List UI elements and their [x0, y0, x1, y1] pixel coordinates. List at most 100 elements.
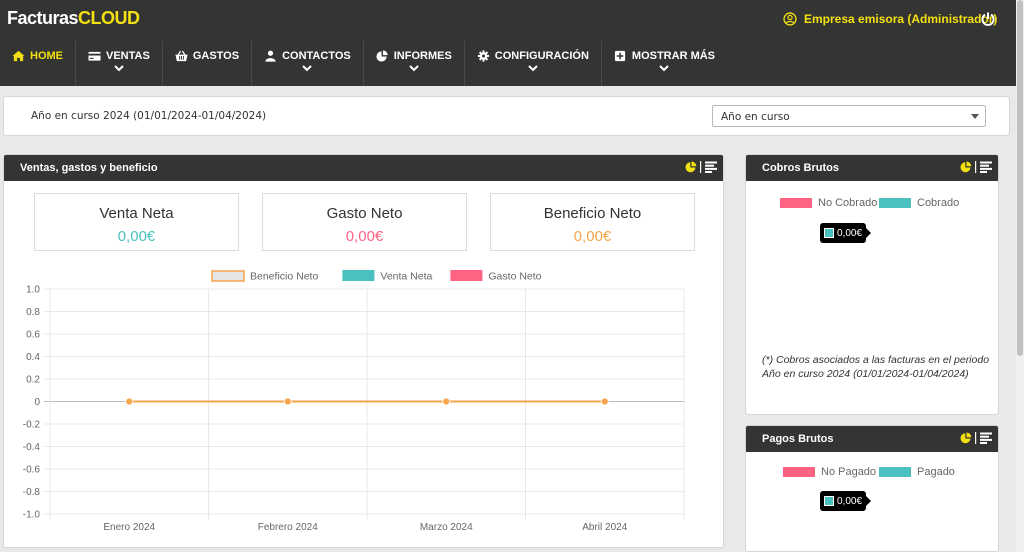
- nav-gastos[interactable]: GASTOS: [163, 41, 253, 86]
- line-chart: Beneficio Neto Venta Neta Gasto Neto 1.0 0.8…: [23, 270, 685, 533]
- period-select[interactable]: Año en curso: [712, 105, 986, 127]
- gear-icon: [477, 50, 489, 62]
- top-header: FacturasCLOUD Empresa emisora (Administr…: [0, 0, 1016, 86]
- logo-text-facturas: Facturas: [7, 8, 79, 28]
- period-text: Año en curso 2024 (01/01/2024-01/04/2024…: [31, 110, 267, 122]
- nav-label: INFORMES: [393, 50, 452, 62]
- nav-informes[interactable]: INFORMES: [364, 41, 465, 86]
- kpi-title: Gasto Neto: [326, 205, 403, 222]
- kpi-title: Venta Neta: [99, 205, 174, 222]
- legend-item-no-pagado[interactable]: No Pagado: [783, 466, 876, 478]
- panel-tools: [960, 432, 992, 444]
- nav-home[interactable]: HOME: [0, 41, 76, 86]
- y-tick-label: 0.8: [26, 307, 40, 318]
- panel-title: Cobros Brutos: [762, 162, 839, 174]
- legend-label: No Cobrado: [818, 197, 878, 209]
- legend-swatch: [879, 467, 911, 477]
- separator: [975, 432, 977, 444]
- nav-label: CONTACTOS: [282, 50, 351, 62]
- nav-configuracion[interactable]: CONFIGURACIÓN: [465, 41, 602, 86]
- cobros-panel: Cobros Brutos No Cobrado Cobrado 0,00€ (…: [745, 154, 999, 415]
- nav-mostrar-mas[interactable]: MOSTRAR MÁS: [602, 41, 727, 86]
- legend-swatch: [780, 198, 812, 208]
- list-icon[interactable]: [980, 432, 992, 444]
- y-tick-label: 0: [34, 397, 40, 408]
- panel-tools: [960, 161, 992, 173]
- data-point: [442, 397, 451, 406]
- kpi-value: 0,00€: [117, 228, 156, 245]
- panel-title: Ventas, gastos y beneficio: [20, 162, 158, 174]
- chevron-down-icon: [409, 65, 419, 72]
- panel-header: Ventas, gastos y beneficio: [4, 155, 723, 181]
- y-tick-label: -0.2: [23, 420, 41, 431]
- legend-item-cobrado[interactable]: Cobrado: [879, 197, 959, 209]
- panel-tools: [685, 161, 717, 173]
- scrollbar-thumb[interactable]: [1017, 0, 1023, 356]
- home-icon: [12, 50, 25, 62]
- period-select-value: Año en curso: [721, 111, 790, 123]
- list-icon[interactable]: [705, 161, 717, 173]
- logo-text-cloud: CLOUD: [78, 8, 140, 28]
- legend-label: Cobrado: [917, 197, 960, 209]
- y-tick-label: -0.4: [23, 442, 41, 453]
- nav-label: CONFIGURACIÓN: [494, 50, 589, 62]
- separator: [700, 161, 702, 173]
- legend-item-no-cobrado[interactable]: No Cobrado: [780, 197, 877, 209]
- legend-swatch: [211, 270, 245, 282]
- legend-label: Pagado: [917, 466, 955, 478]
- nav-ventas[interactable]: VENTAS: [76, 41, 163, 86]
- kpi-beneficio-neto: Beneficio Neto 0,00€: [490, 193, 695, 251]
- plus-square-icon: [614, 50, 626, 62]
- chevron-down-icon: [528, 65, 538, 72]
- credit-card-icon: [88, 51, 101, 61]
- pie-chart-icon[interactable]: [960, 161, 972, 173]
- y-tick-label: -0.8: [23, 487, 41, 498]
- user-label: Empresa emisora (Administrador): [804, 12, 998, 26]
- y-tick-label: 0.4: [26, 352, 40, 363]
- chevron-down-icon: [302, 65, 313, 72]
- x-tick-label: Abril 2024: [582, 522, 627, 533]
- kpi-venta-neta: Venta Neta 0,00€: [34, 193, 239, 251]
- nav-contactos[interactable]: CONTACTOS: [252, 41, 364, 86]
- legend-swatch: [342, 270, 375, 281]
- list-icon[interactable]: [980, 161, 992, 173]
- cobros-note: (*) Cobros asociados a las facturas en e…: [762, 354, 990, 380]
- tooltip-value: 0,00€: [837, 227, 863, 239]
- nav-label: GASTOS: [192, 50, 240, 62]
- legend-label: Gasto Neto: [488, 271, 541, 283]
- separator: [975, 161, 977, 173]
- tooltip-swatch: [824, 496, 834, 506]
- page-scrollbar[interactable]: [1016, 0, 1024, 552]
- y-tick-label: 0.2: [26, 375, 40, 386]
- panel-header: Pagos Brutos: [746, 426, 998, 452]
- legend-label: Venta Neta: [380, 271, 432, 283]
- legend-swatch: [879, 198, 911, 208]
- user-circle-icon: [783, 12, 797, 26]
- basket-icon: [175, 50, 188, 62]
- legend-item-pagado[interactable]: Pagado: [879, 466, 955, 478]
- data-point: [600, 397, 609, 406]
- nav-label: HOME: [30, 50, 63, 62]
- chart-tooltip: 0,00€: [820, 223, 872, 243]
- chevron-down-icon: [114, 65, 124, 72]
- panel-header: Cobros Brutos: [746, 155, 998, 181]
- y-tick-label: 0.6: [26, 330, 40, 341]
- chart-tooltip: 0,00€: [820, 491, 872, 511]
- legend-swatch: [450, 270, 483, 281]
- data-point: [283, 397, 292, 406]
- tooltip-value: 0,00€: [837, 495, 863, 507]
- x-tick-label: Febrero 2024: [258, 522, 318, 533]
- period-bar: Año en curso 2024 (01/01/2024-01/04/2024…: [3, 96, 1010, 136]
- legend-label: No Pagado: [821, 466, 877, 478]
- tooltip-swatch: [824, 228, 834, 238]
- main-nav: HOME VENTAS GASTOS CONTACTOS: [0, 41, 727, 86]
- kpi-gasto-neto: Gasto Neto 0,00€: [262, 193, 467, 251]
- pie-chart-icon[interactable]: [960, 432, 972, 444]
- user-menu[interactable]: Empresa emisora (Administrador): [783, 12, 997, 26]
- sales-expenses-panel: Ventas, gastos y beneficio Venta Neta 0,…: [3, 154, 724, 548]
- chevron-down-icon: [659, 65, 670, 72]
- pie-chart-icon[interactable]: [685, 161, 697, 173]
- power-icon[interactable]: [980, 11, 996, 27]
- kpi-title: Beneficio Neto: [543, 205, 642, 222]
- app-logo[interactable]: FacturasCLOUD: [7, 8, 140, 29]
